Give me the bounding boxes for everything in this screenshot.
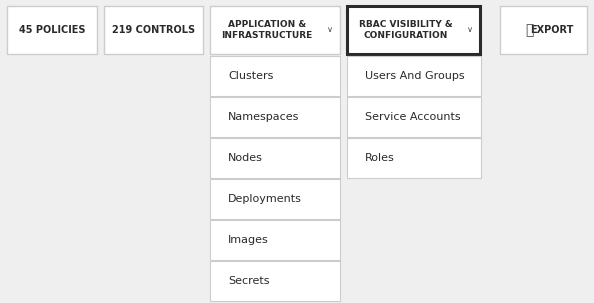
Text: APPLICATION &
INFRASTRUCTURE: APPLICATION & INFRASTRUCTURE xyxy=(222,20,312,40)
FancyBboxPatch shape xyxy=(210,6,340,54)
Text: Clusters: Clusters xyxy=(228,71,273,81)
Text: 🗋: 🗋 xyxy=(525,23,533,37)
FancyBboxPatch shape xyxy=(210,220,340,260)
Text: ∨: ∨ xyxy=(467,25,473,35)
Text: Service Accounts: Service Accounts xyxy=(365,112,460,122)
FancyBboxPatch shape xyxy=(347,56,481,96)
Text: Images: Images xyxy=(228,235,268,245)
FancyBboxPatch shape xyxy=(347,6,480,54)
FancyBboxPatch shape xyxy=(7,6,97,54)
Text: Namespaces: Namespaces xyxy=(228,112,299,122)
FancyBboxPatch shape xyxy=(500,6,587,54)
FancyBboxPatch shape xyxy=(210,97,340,137)
FancyBboxPatch shape xyxy=(210,179,340,219)
Text: Users And Groups: Users And Groups xyxy=(365,71,465,81)
FancyBboxPatch shape xyxy=(104,6,203,54)
Text: Secrets: Secrets xyxy=(228,276,270,286)
FancyBboxPatch shape xyxy=(347,97,481,137)
Text: EXPORT: EXPORT xyxy=(530,25,573,35)
FancyBboxPatch shape xyxy=(210,56,340,96)
Text: Roles: Roles xyxy=(365,153,395,163)
FancyBboxPatch shape xyxy=(210,138,340,178)
FancyBboxPatch shape xyxy=(347,138,481,178)
Text: 45 POLICIES: 45 POLICIES xyxy=(19,25,86,35)
FancyBboxPatch shape xyxy=(210,261,340,301)
Text: 219 CONTROLS: 219 CONTROLS xyxy=(112,25,195,35)
Text: RBAC VISIBILITY &
CONFIGURATION: RBAC VISIBILITY & CONFIGURATION xyxy=(359,20,452,40)
Text: Nodes: Nodes xyxy=(228,153,263,163)
Text: Deployments: Deployments xyxy=(228,194,302,204)
Text: ∨: ∨ xyxy=(327,25,333,35)
